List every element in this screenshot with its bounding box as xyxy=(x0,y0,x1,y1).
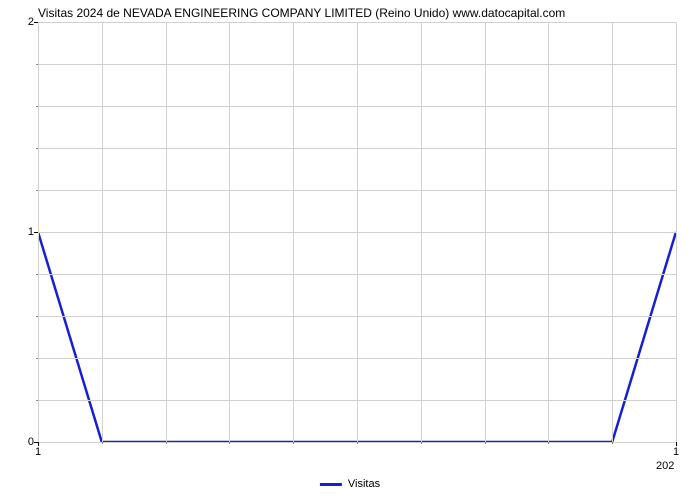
grid-line-v xyxy=(612,22,613,442)
y-tick-label: 0 xyxy=(22,436,34,448)
grid-line-v xyxy=(293,22,294,442)
grid-line-v xyxy=(548,22,549,442)
plot-area xyxy=(38,22,676,442)
y-tick-mark xyxy=(34,22,38,23)
legend-swatch xyxy=(320,483,342,486)
grid-line-v xyxy=(229,22,230,442)
grid-line-v xyxy=(357,22,358,442)
x-tick-mark xyxy=(676,442,677,446)
grid-line-v xyxy=(485,22,486,442)
y-tick-label: 2 xyxy=(22,16,34,28)
y-minor-tick xyxy=(36,64,38,65)
legend-label: Visitas xyxy=(348,478,380,490)
x-minor-tick xyxy=(485,442,486,444)
chart-container: Visitas 2024 de NEVADA ENGINEERING COMPA… xyxy=(0,0,700,500)
x-minor-tick xyxy=(357,442,358,444)
y-tick-mark xyxy=(34,232,38,233)
x-minor-tick xyxy=(293,442,294,444)
y-minor-tick xyxy=(36,358,38,359)
grid-line-v xyxy=(102,22,103,442)
x-minor-tick xyxy=(612,442,613,444)
x-minor-tick xyxy=(102,442,103,444)
x-minor-tick xyxy=(166,442,167,444)
grid-line-v xyxy=(421,22,422,442)
x-tick-label: 1 xyxy=(673,446,679,458)
grid-line-v xyxy=(166,22,167,442)
y-minor-tick xyxy=(36,190,38,191)
chart-title: Visitas 2024 de NEVADA ENGINEERING COMPA… xyxy=(38,6,565,20)
x-tick-label: 1 xyxy=(35,446,41,458)
y-tick-label: 1 xyxy=(22,226,34,238)
grid-line-v xyxy=(38,22,39,442)
y-minor-tick xyxy=(36,316,38,317)
y-minor-tick xyxy=(36,274,38,275)
y-minor-tick xyxy=(36,106,38,107)
x-minor-tick xyxy=(548,442,549,444)
x-secondary-label: 202 xyxy=(656,460,674,472)
y-minor-tick xyxy=(36,148,38,149)
x-minor-tick xyxy=(421,442,422,444)
grid-line-v xyxy=(676,22,677,442)
x-minor-tick xyxy=(229,442,230,444)
y-minor-tick xyxy=(36,400,38,401)
legend: Visitas xyxy=(320,478,380,490)
x-tick-mark xyxy=(38,442,39,446)
